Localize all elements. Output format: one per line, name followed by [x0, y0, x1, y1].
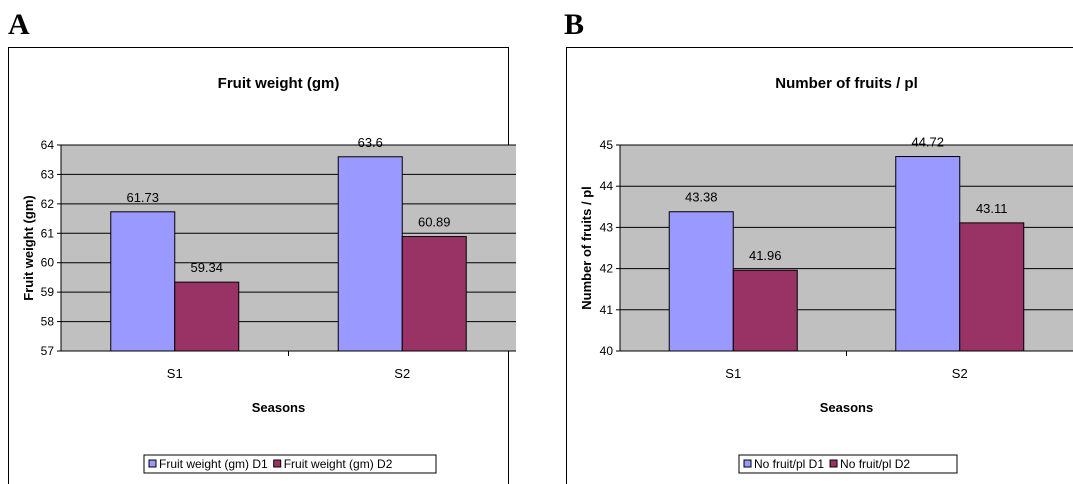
y-tick-label: 40: [600, 344, 614, 358]
panel-letter-b: B: [564, 8, 585, 41]
x-axis-label: Seasons: [252, 400, 305, 415]
y-tick-label: 58: [41, 315, 55, 329]
y-tick-label: 44: [600, 179, 614, 193]
data-label: 41.96: [749, 248, 782, 263]
legend-entry: No fruit/pl D2: [840, 457, 910, 471]
y-tick-label: 64: [41, 138, 55, 152]
x-tick-label: S2: [952, 366, 968, 381]
bar-1-s2: [337, 156, 403, 352]
y-tick-label: 61: [41, 226, 55, 240]
legend-swatch: [743, 459, 752, 468]
y-tick-label: 45: [600, 138, 614, 152]
x-axis-label: Seasons: [820, 400, 873, 415]
chart-title: Fruit weight (gm): [218, 75, 340, 92]
legend-entry: Fruit weight (gm) D1: [159, 457, 268, 471]
legend-entry: Fruit weight (gm) D2: [284, 457, 393, 471]
legend-swatch: [273, 459, 282, 468]
y-tick-label: 62: [41, 197, 55, 211]
bar-2-s1: [174, 281, 240, 352]
legend-box: [738, 454, 958, 474]
legend-swatch: [148, 459, 157, 468]
chart-1: 40 41 42 43 44 45 43.38 41.96 S1 44.72 43.11 S2 Numb…: [566, 47, 1073, 484]
legend-box: [143, 454, 437, 474]
data-label: 43.11: [976, 201, 1008, 216]
x-tick-label: S1: [167, 366, 183, 381]
y-axis-label: Fruit weight (gm): [21, 195, 36, 300]
legend: No fruit/pl D1 No fruit/pl D2: [738, 454, 958, 474]
data-label: 44.72: [911, 135, 944, 150]
x-tick-label: S2: [394, 366, 410, 381]
bar-1-s2: [895, 156, 961, 352]
chart-0: 57 58 59 60 61 62 63 64 61.73 59.34 S1 63.6 60.89 S2 F…: [8, 47, 516, 484]
data-label: 63.6: [358, 135, 383, 150]
chart-title: Number of fruits / pl: [775, 75, 918, 92]
y-axis-label: Number of fruits / pl: [579, 186, 594, 310]
y-tick-label: 59: [41, 285, 55, 299]
legend: Fruit weight (gm) D1 Fruit weight (gm) D2: [143, 454, 437, 474]
bar-1-s1: [668, 211, 734, 352]
data-label: 43.38: [685, 190, 718, 205]
y-tick-label: 42: [600, 262, 614, 276]
bar-2-s2: [401, 236, 467, 352]
legend-entry: No fruit/pl D1: [754, 457, 824, 471]
legend-swatch: [829, 459, 838, 468]
y-tick-label: 60: [41, 256, 55, 270]
x-tick-label: S1: [725, 366, 741, 381]
data-label: 60.89: [418, 215, 451, 230]
y-tick-label: 41: [600, 303, 614, 317]
panel-letter-a: A: [8, 8, 30, 41]
bar-1-s1: [110, 211, 176, 352]
y-tick-label: 57: [41, 344, 55, 358]
y-tick-label: 43: [600, 220, 614, 234]
data-label: 59.34: [190, 260, 223, 275]
data-label: 61.73: [126, 190, 159, 205]
bar-2-s1: [732, 269, 798, 352]
bar-2-s2: [959, 222, 1025, 352]
y-tick-label: 63: [41, 167, 55, 181]
